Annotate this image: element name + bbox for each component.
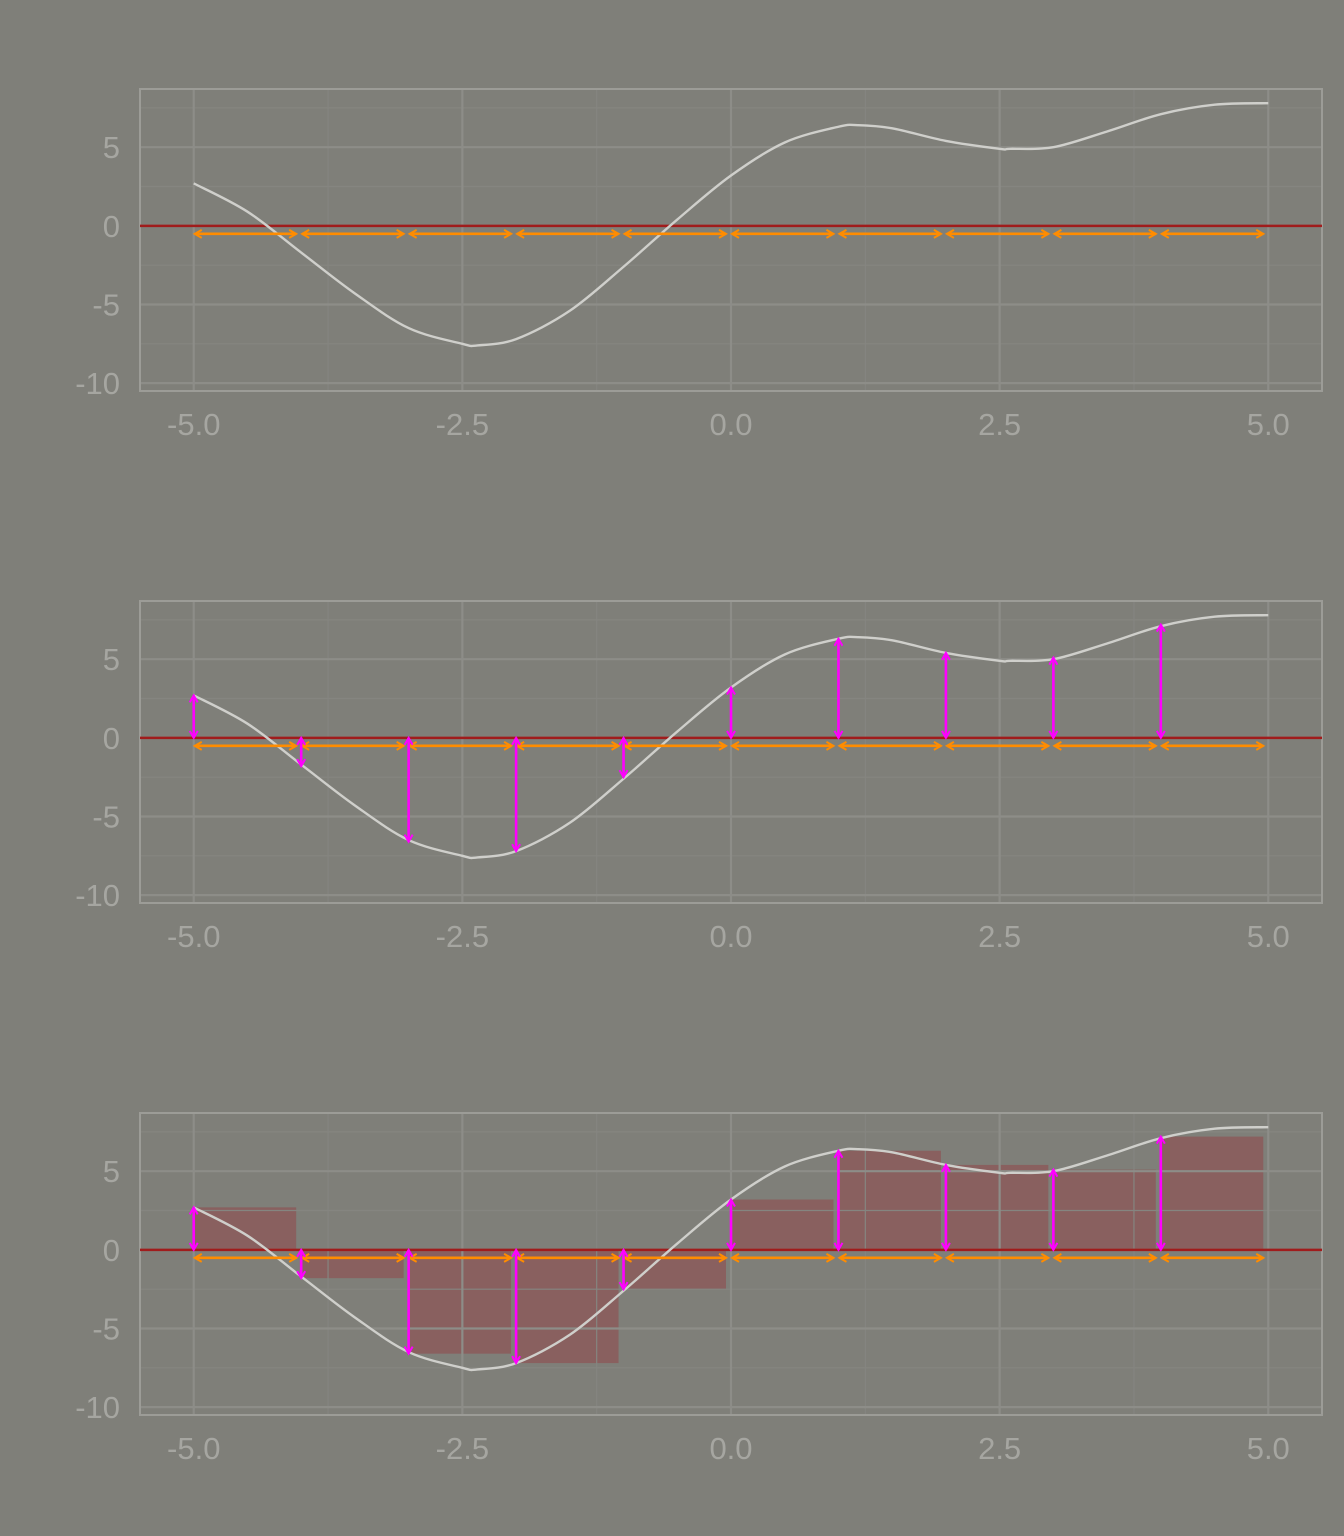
y-tick-label: 0 xyxy=(103,209,120,244)
panel-3: -5.0 -2.5 0.0 2.5 5.0 5 0 -5 -10 xyxy=(75,1112,1323,1466)
riemann-bar xyxy=(945,1164,1049,1250)
y-tick-label: 5 xyxy=(103,1154,120,1189)
panel-2: -5.0 -2.5 0.0 2.5 5.0 5 0 -5 -10 xyxy=(75,600,1323,954)
x-tick-label: 5.0 xyxy=(1247,919,1290,954)
y-tick-label: -5 xyxy=(92,1311,120,1346)
y-tick-labels: 5 0 -5 -10 xyxy=(75,642,120,913)
panel-border xyxy=(139,88,1323,392)
riemann-bar xyxy=(408,1249,512,1354)
y-tick-label: 0 xyxy=(103,1233,120,1268)
curve-path xyxy=(193,101,1269,348)
x-tick-label: 2.5 xyxy=(978,1431,1021,1466)
x-tick-labels: -5.0 -2.5 0.0 2.5 5.0 xyxy=(167,1431,1290,1466)
riemann-bar xyxy=(838,1150,941,1250)
x-tick-label: -2.5 xyxy=(436,1431,489,1466)
y-tick-label: -10 xyxy=(75,1390,120,1425)
y-tick-label: -5 xyxy=(92,799,120,834)
y-tick-label: -5 xyxy=(92,287,120,322)
x-tick-label: -5.0 xyxy=(167,407,220,442)
y-tick-labels: 5 0 -5 -10 xyxy=(75,130,120,401)
height-arrows xyxy=(194,625,1161,852)
grid-lines xyxy=(139,88,1323,392)
x-tick-label: -5.0 xyxy=(167,1431,220,1466)
x-tick-label: 5.0 xyxy=(1247,407,1290,442)
y-tick-label: 5 xyxy=(103,130,120,165)
riemann-bar xyxy=(623,1249,726,1290)
x-tick-label: -5.0 xyxy=(167,919,220,954)
riemann-bar xyxy=(516,1249,619,1364)
riemann-bar xyxy=(193,1207,297,1250)
x-tick-label: 5.0 xyxy=(1247,1431,1290,1466)
x-tick-label: 0.0 xyxy=(709,919,752,954)
x-tick-label: 2.5 xyxy=(978,407,1021,442)
riemann-bar xyxy=(1053,1169,1156,1250)
x-tick-label: 2.5 xyxy=(978,919,1021,954)
y-tick-label: -10 xyxy=(75,878,120,913)
height-arrows xyxy=(194,1137,1161,1364)
riemann-bar xyxy=(301,1249,404,1279)
function-curve xyxy=(193,101,1269,348)
x-tick-label: -2.5 xyxy=(436,919,489,954)
y-tick-label: -10 xyxy=(75,366,120,401)
x-tick-label: 0.0 xyxy=(709,1431,752,1466)
riemann-bars xyxy=(193,1136,1264,1364)
panel-border xyxy=(139,600,1323,904)
x-tick-labels: -5.0 -2.5 0.0 2.5 5.0 xyxy=(167,919,1290,954)
x-tick-label: 0.0 xyxy=(709,407,752,442)
panel-border xyxy=(139,1112,1323,1416)
y-tick-label: 5 xyxy=(103,642,120,677)
x-tick-label: -2.5 xyxy=(436,407,489,442)
x-tick-labels: -5.0 -2.5 0.0 2.5 5.0 xyxy=(167,407,1290,442)
riemann-bar xyxy=(731,1199,834,1250)
grid-lines xyxy=(139,600,1323,904)
riemann-bar xyxy=(1160,1136,1264,1250)
y-tick-labels: 5 0 -5 -10 xyxy=(75,1154,120,1425)
y-tick-label: 0 xyxy=(103,721,120,756)
panel-1: -5.0 -2.5 0.0 2.5 5.0 5 0 -5 -10 xyxy=(75,88,1323,442)
